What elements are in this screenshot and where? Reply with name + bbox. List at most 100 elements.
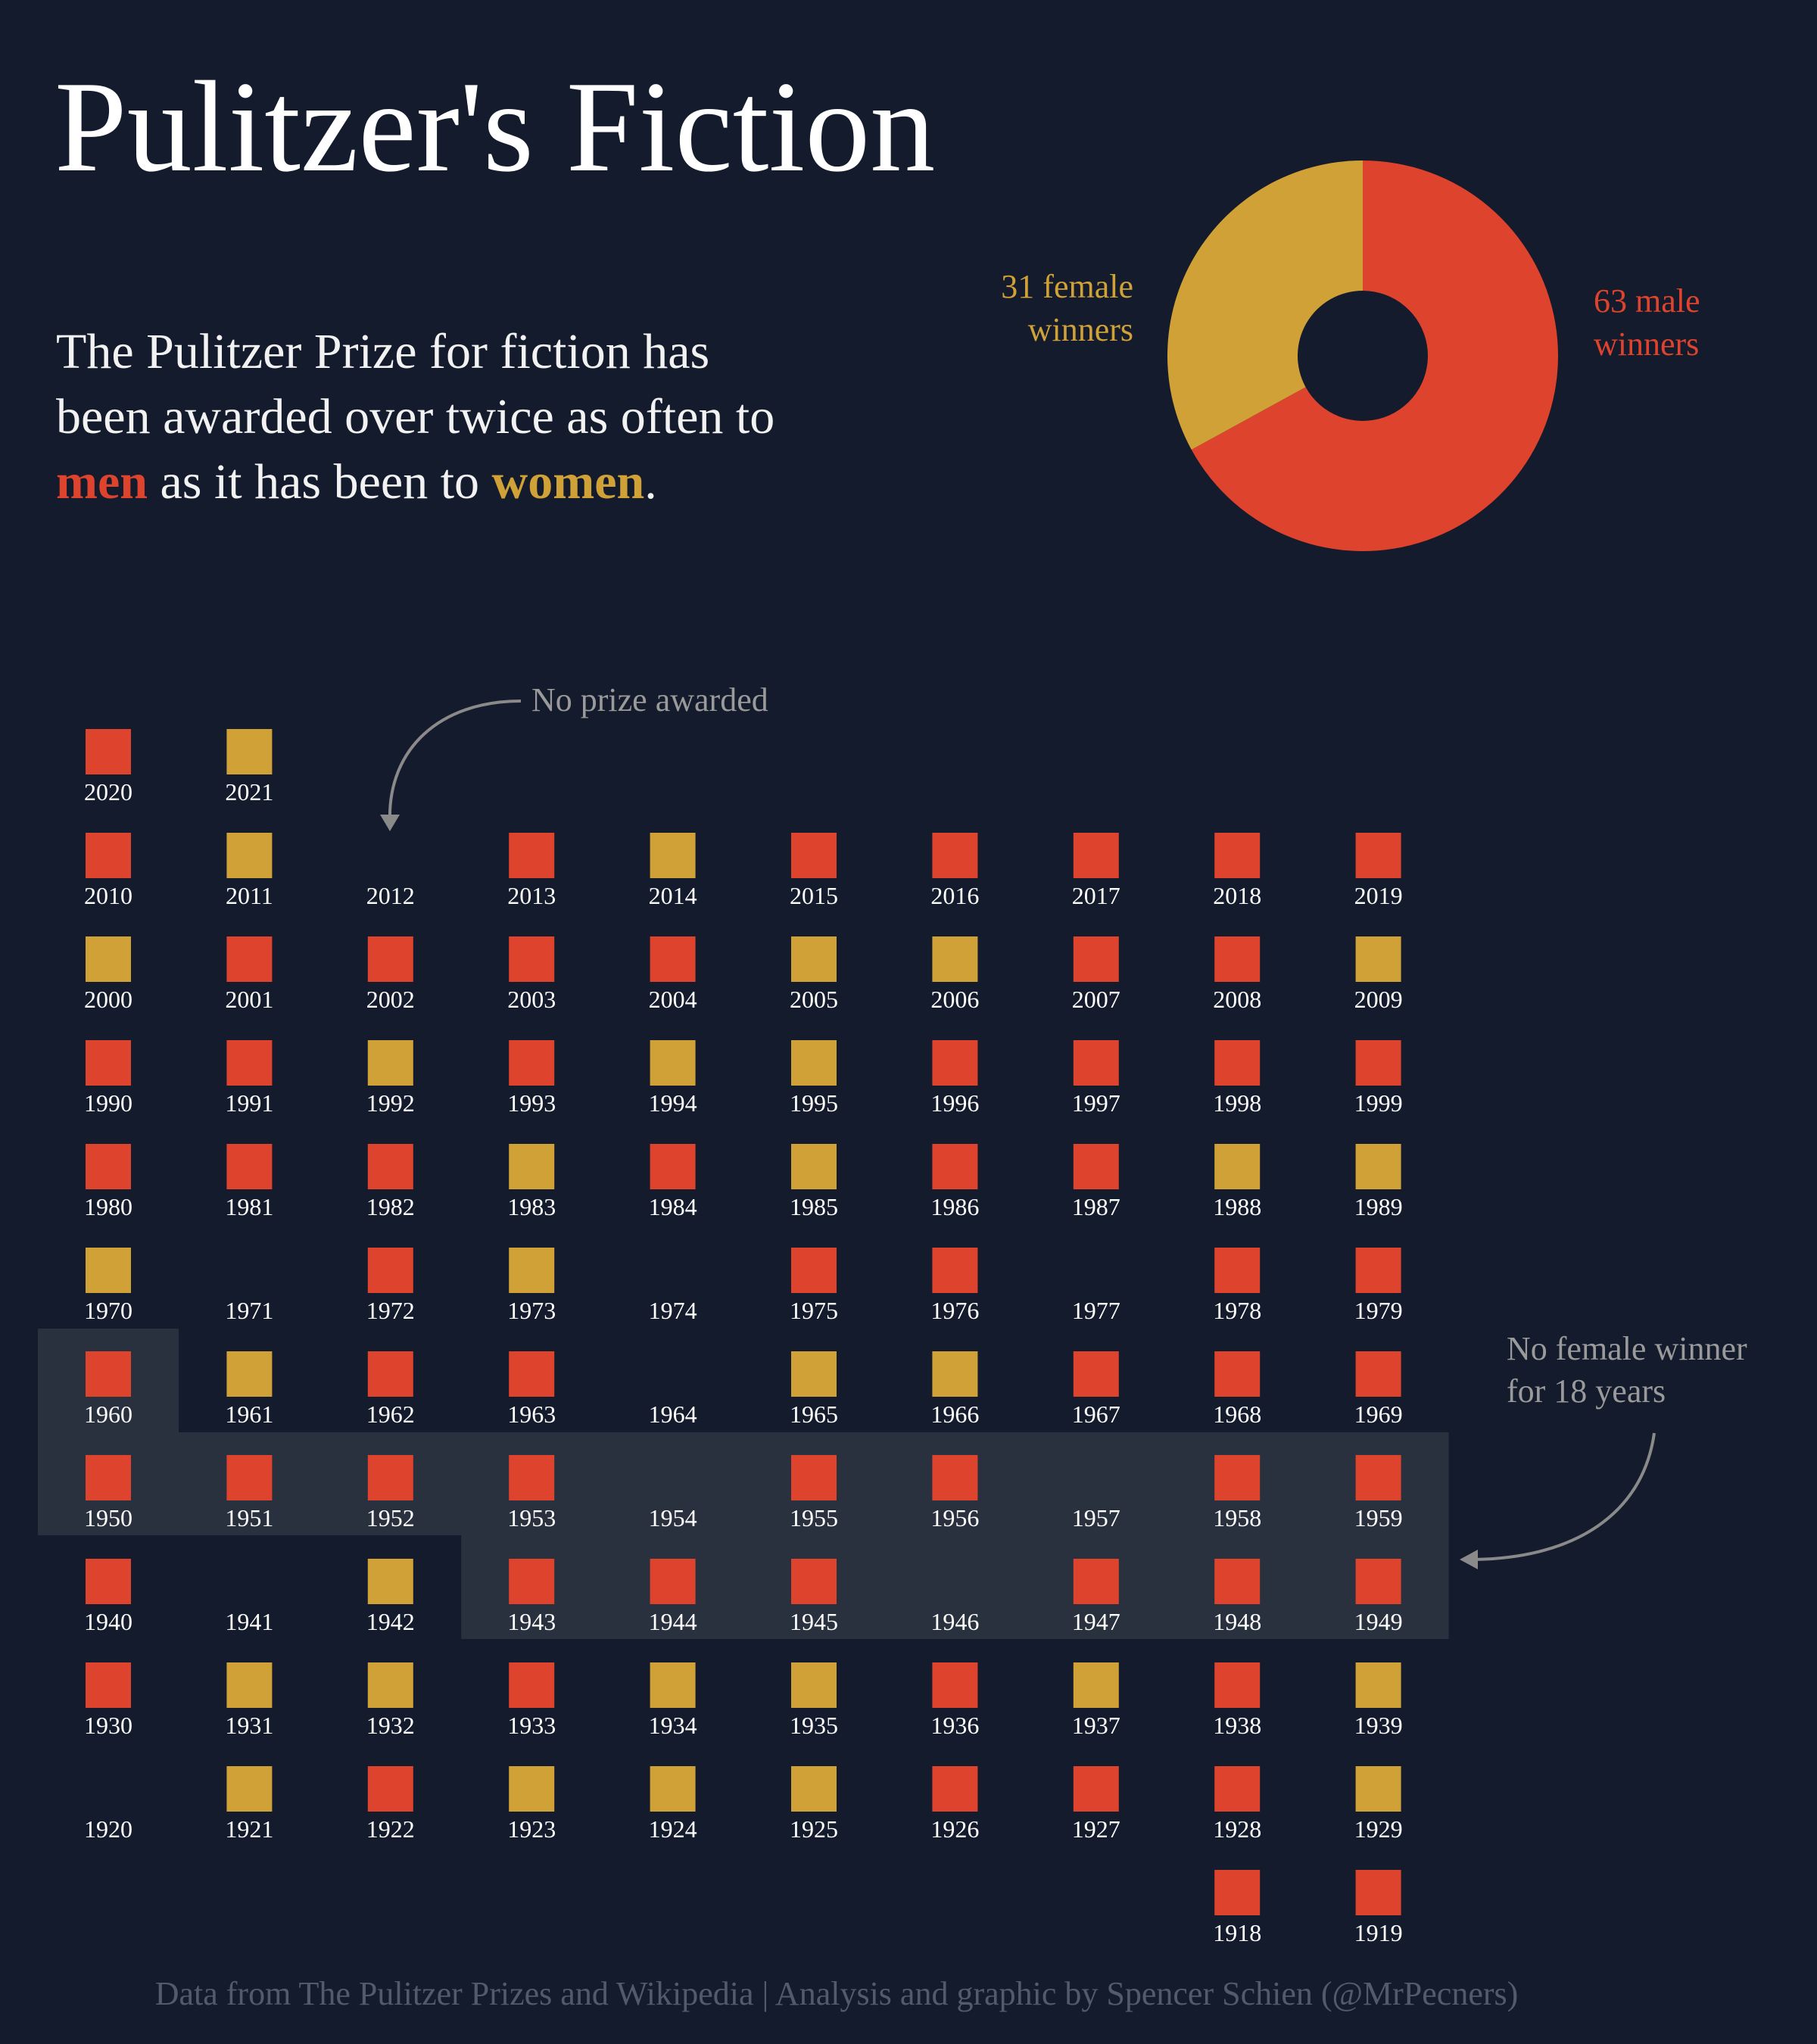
year-label-1960: 1960 xyxy=(84,1401,132,1428)
year-square-2019 xyxy=(1355,833,1401,878)
year-square-2013 xyxy=(509,833,555,878)
year-square-1932 xyxy=(367,1662,413,1708)
year-label-2002: 2002 xyxy=(366,986,415,1013)
year-square-1925 xyxy=(791,1766,837,1812)
year-square-1986 xyxy=(932,1144,978,1189)
donut-label-female-line1: 31 female xyxy=(1001,268,1133,305)
year-square-1928 xyxy=(1214,1766,1261,1812)
year-label-1922: 1922 xyxy=(366,1815,415,1843)
year-label-2011: 2011 xyxy=(226,882,273,909)
year-square-1931 xyxy=(226,1662,273,1708)
year-label-1981: 1981 xyxy=(225,1193,273,1220)
year-square-1938 xyxy=(1214,1662,1261,1708)
subtitle-men: men xyxy=(56,454,148,509)
year-square-1997 xyxy=(1073,1040,1119,1086)
year-square-2001 xyxy=(226,936,273,982)
year-label-1938: 1938 xyxy=(1213,1712,1261,1739)
year-label-1964: 1964 xyxy=(649,1401,697,1428)
year-label-1970: 1970 xyxy=(84,1297,132,1324)
year-label-1980: 1980 xyxy=(84,1193,132,1220)
subtitle-end: . xyxy=(644,454,657,509)
year-square-1982 xyxy=(367,1144,413,1189)
year-label-1925: 1925 xyxy=(790,1815,838,1843)
year-square-1978 xyxy=(1214,1248,1261,1293)
year-label-1962: 1962 xyxy=(366,1401,415,1428)
year-square-2018 xyxy=(1214,833,1261,878)
donut-label-male-line1: 63 male xyxy=(1594,282,1700,319)
year-square-1980 xyxy=(86,1144,131,1189)
drought-arrow xyxy=(1474,1432,1656,1561)
year-label-2017: 2017 xyxy=(1072,882,1120,909)
year-label-1939: 1939 xyxy=(1354,1712,1403,1739)
year-label-1951: 1951 xyxy=(225,1504,273,1531)
year-square-2008 xyxy=(1214,936,1261,982)
year-square-1935 xyxy=(791,1662,837,1708)
year-label-2018: 2018 xyxy=(1213,882,1261,909)
year-square-1947 xyxy=(1073,1559,1119,1604)
donut-slice-male xyxy=(1191,160,1558,551)
annotations: No prize awarded No female winner for 18… xyxy=(380,681,1747,1569)
year-label-1934: 1934 xyxy=(649,1712,697,1739)
year-label-1942: 1942 xyxy=(366,1608,415,1635)
year-square-1960 xyxy=(86,1351,131,1397)
year-square-1990 xyxy=(86,1040,131,1086)
year-label-1931: 1931 xyxy=(225,1712,273,1739)
year-square-1950 xyxy=(86,1455,131,1500)
year-square-1999 xyxy=(1355,1040,1401,1086)
year-square-2005 xyxy=(791,936,837,982)
year-square-1996 xyxy=(932,1040,978,1086)
year-label-1966: 1966 xyxy=(930,1401,979,1428)
drought-label-line1: No female winner xyxy=(1507,1330,1747,1367)
year-square-1968 xyxy=(1214,1351,1261,1397)
year-label-1926: 1926 xyxy=(930,1815,979,1843)
year-label-1979: 1979 xyxy=(1354,1297,1403,1324)
subtitle-mid: as it has been to xyxy=(147,454,492,509)
year-label-1982: 1982 xyxy=(366,1193,415,1220)
year-square-2004 xyxy=(650,936,696,982)
year-label-1949: 1949 xyxy=(1354,1608,1403,1635)
year-label-1919: 1919 xyxy=(1354,1919,1403,1946)
year-square-1963 xyxy=(509,1351,555,1397)
year-square-1933 xyxy=(509,1662,555,1708)
year-square-1998 xyxy=(1214,1040,1261,1086)
year-label-1933: 1933 xyxy=(507,1712,556,1739)
year-label-1945: 1945 xyxy=(790,1608,838,1635)
year-label-1956: 1956 xyxy=(930,1504,979,1531)
donut-slice-female xyxy=(1167,160,1363,450)
year-label-1923: 1923 xyxy=(507,1815,556,1843)
year-label-1932: 1932 xyxy=(366,1712,415,1739)
year-square-1930 xyxy=(86,1662,131,1708)
year-label-1978: 1978 xyxy=(1213,1297,1261,1324)
year-square-1993 xyxy=(509,1040,555,1086)
year-label-1937: 1937 xyxy=(1072,1712,1120,1739)
year-square-1937 xyxy=(1073,1662,1119,1708)
year-label-2013: 2013 xyxy=(507,882,556,909)
year-grid: 2020 2021 2010 2011 2012 2013 2014 2015 2016 2017… xyxy=(84,729,1403,1946)
year-label-2021: 2021 xyxy=(225,778,273,805)
year-label-1969: 1969 xyxy=(1354,1401,1403,1428)
year-square-1975 xyxy=(791,1248,837,1293)
year-label-1996: 1996 xyxy=(930,1089,979,1117)
year-label-1974: 1974 xyxy=(649,1297,697,1324)
year-label-1965: 1965 xyxy=(790,1401,838,1428)
year-square-1961 xyxy=(226,1351,273,1397)
year-square-1966 xyxy=(932,1351,978,1397)
year-square-1940 xyxy=(86,1559,131,1604)
year-label-1976: 1976 xyxy=(930,1297,979,1324)
year-label-1941: 1941 xyxy=(225,1608,273,1635)
year-label-2020: 2020 xyxy=(84,778,132,805)
year-square-1949 xyxy=(1355,1559,1401,1604)
year-square-1973 xyxy=(509,1248,555,1293)
source-credit: Data from The Pulitzer Prizes and Wikipe… xyxy=(154,1975,1519,2012)
year-square-1936 xyxy=(932,1662,978,1708)
drought-label-line2: for 18 years xyxy=(1507,1373,1666,1410)
year-square-1944 xyxy=(650,1559,696,1604)
no-prize-label: No prize awarded xyxy=(531,681,768,718)
year-square-1976 xyxy=(932,1248,978,1293)
year-label-1986: 1986 xyxy=(930,1193,979,1220)
year-square-1943 xyxy=(509,1559,555,1604)
year-label-1940: 1940 xyxy=(84,1608,132,1635)
year-label-1994: 1994 xyxy=(649,1089,697,1117)
year-square-1992 xyxy=(367,1040,413,1086)
